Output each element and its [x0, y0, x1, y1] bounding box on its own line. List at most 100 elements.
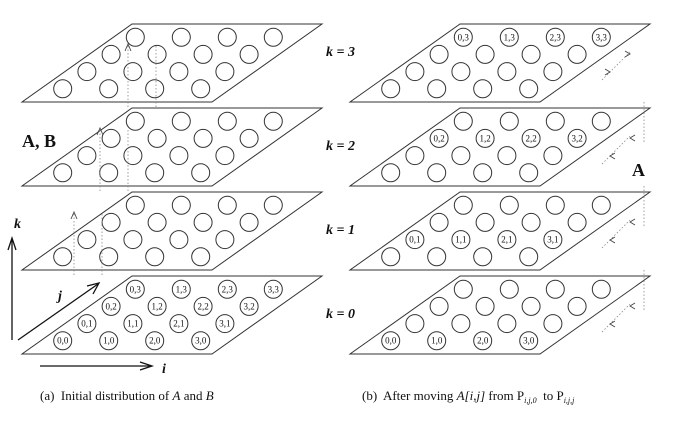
right-processor-2-3-0 — [545, 279, 565, 299]
left-processor-3-1-2 — [215, 146, 235, 166]
left-processor-0-1-1 — [77, 230, 97, 250]
right-processor-0-0-1 — [381, 247, 401, 267]
left-processor-1-1-1 — [123, 230, 143, 250]
left-processor-0-2-3 — [101, 44, 121, 64]
left-processor-2-1-1 — [169, 230, 189, 250]
left-processor-2-2-0 — [193, 296, 213, 316]
right-cell-label-3-2-2: 3,2 — [571, 133, 582, 143]
left-up-chevron — [70, 210, 78, 220]
left-processor-1-1-2 — [123, 146, 143, 166]
left-processor-2-3-0 — [217, 279, 237, 299]
left-processor-3-1-1 — [215, 230, 235, 250]
right-plane-k2 — [348, 107, 652, 187]
left-panel: 0,0 1,0 2,0 3,0 0,1 1,1 2,1 3,1 0,2 1,2 2,2 3,2 0,3 1… — [7, 23, 324, 371]
right-processor-0-1-0 — [405, 314, 425, 334]
right-processor-1-0-2 — [427, 163, 447, 183]
caption-b: (b) After moving A[i,j] from Pi,j,0 to P… — [362, 388, 575, 405]
left-processor-2-1-2 — [169, 146, 189, 166]
left-processor-2-2-3 — [193, 44, 213, 64]
right-cell-label-0-1-1: 0,1 — [409, 235, 420, 245]
right-plane-k1 — [348, 191, 652, 271]
left-plane-k1 — [20, 191, 324, 271]
right-processor-2-3-1 — [545, 195, 565, 215]
left-processor-2-0-0 — [145, 331, 165, 351]
left-processor-2-3-1 — [217, 195, 237, 215]
right-cell-label-0-2-2: 0,2 — [433, 133, 444, 143]
right-processor-2-1-0 — [497, 314, 517, 334]
left-processor-1-3-3 — [171, 27, 191, 47]
right-processor-1-1-3 — [451, 62, 471, 82]
right-processor-2-2-0 — [521, 296, 541, 316]
right-processor-1-3-2 — [499, 111, 519, 131]
j-axis-arrow — [17, 283, 99, 341]
left-processor-0-1-2 — [77, 146, 97, 166]
left-processor-1-2-0 — [147, 296, 167, 316]
right-move-chevron — [629, 302, 636, 310]
left-processor-1-3-1 — [171, 195, 191, 215]
right-cell-label-0-0-0: 0,0 — [385, 336, 397, 346]
left-processor-3-0-1 — [191, 247, 211, 267]
left-cell-label-0-3-0: 0,3 — [130, 284, 142, 294]
right-processor-1-2-3 — [475, 44, 495, 64]
right-cell-label-2-1-1: 2,1 — [501, 235, 512, 245]
right-cell-label-1-2-2: 1,2 — [479, 133, 490, 143]
left-processor-0-0-3 — [53, 79, 73, 99]
left-plane-k3 — [20, 23, 324, 103]
left-plane-k0 — [20, 275, 324, 355]
left-processor-0-3-1 — [125, 195, 145, 215]
right-processor-3-0-2 — [519, 163, 539, 183]
right-processor-0-3-0 — [453, 279, 473, 299]
left-processor-3-2-0 — [239, 296, 259, 316]
left-processor-3-3-1 — [263, 195, 283, 215]
right-processor-1-1-2 — [451, 146, 471, 166]
left-processor-2-1-3 — [169, 62, 189, 82]
left-processor-1-0-1 — [99, 247, 119, 267]
left-processor-2-0-3 — [145, 79, 165, 99]
right-guide-line — [601, 135, 631, 165]
left-processor-2-3-2 — [217, 111, 237, 131]
right-processor-2-2-2 — [521, 128, 541, 148]
right-plane-k3 — [348, 23, 652, 103]
left-up-chevron — [96, 126, 104, 136]
right-cell-label-3-1-1: 3,1 — [547, 235, 558, 245]
right-processor-3-2-1 — [567, 212, 587, 232]
left-cell-label-1-3-0: 1,3 — [176, 284, 188, 294]
right-processor-1-2-1 — [475, 212, 495, 232]
right-processor-0-3-3 — [453, 27, 473, 47]
right-processor-3-2-3 — [567, 44, 587, 64]
left-cell-label-0-2-0: 0,2 — [105, 301, 116, 311]
right-matrix-label: A — [632, 160, 645, 180]
right-processor-1-0-3 — [427, 79, 447, 99]
left-processor-0-3-0 — [125, 279, 145, 299]
right-processor-3-0-0 — [519, 331, 539, 351]
right-processor-1-3-3 — [499, 27, 519, 47]
left-cell-label-1-0-0: 1,0 — [103, 336, 115, 346]
right-processor-3-1-1 — [543, 230, 563, 250]
left-cell-label-3-2-0: 3,2 — [243, 301, 254, 311]
right-cell-label-2-0-0: 2,0 — [477, 336, 489, 346]
left-processor-2-2-2 — [193, 128, 213, 148]
left-processor-0-1-3 — [77, 62, 97, 82]
right-processor-3-0-3 — [519, 79, 539, 99]
j-axis-label: j — [56, 289, 62, 304]
right-processor-1-2-2 — [475, 128, 495, 148]
right-cell-label-0-3-3: 0,3 — [458, 32, 470, 42]
right-plane-k0 — [348, 275, 652, 355]
left-processor-1-2-1 — [147, 212, 167, 232]
k1-label: k = 1 — [326, 223, 355, 238]
left-processor-1-3-0 — [171, 279, 191, 299]
left-processor-0-3-2 — [125, 111, 145, 131]
left-processor-0-3-3 — [125, 27, 145, 47]
left-processor-1-2-2 — [147, 128, 167, 148]
k-axis-arrowhead — [7, 235, 17, 251]
left-processor-0-0-1 — [53, 247, 73, 267]
left-processor-1-0-0 — [99, 331, 119, 351]
right-cell-label-3-3-3: 3,3 — [596, 32, 608, 42]
right-processor-0-1-3 — [405, 62, 425, 82]
right-processor-3-1-3 — [543, 62, 563, 82]
left-processor-2-0-2 — [145, 163, 165, 183]
left-processor-3-1-0 — [215, 314, 235, 334]
right-guide-line — [601, 303, 631, 333]
left-cell-label-1-2-0: 1,2 — [151, 301, 162, 311]
left-cell-label-0-1-0: 0,1 — [81, 319, 92, 329]
